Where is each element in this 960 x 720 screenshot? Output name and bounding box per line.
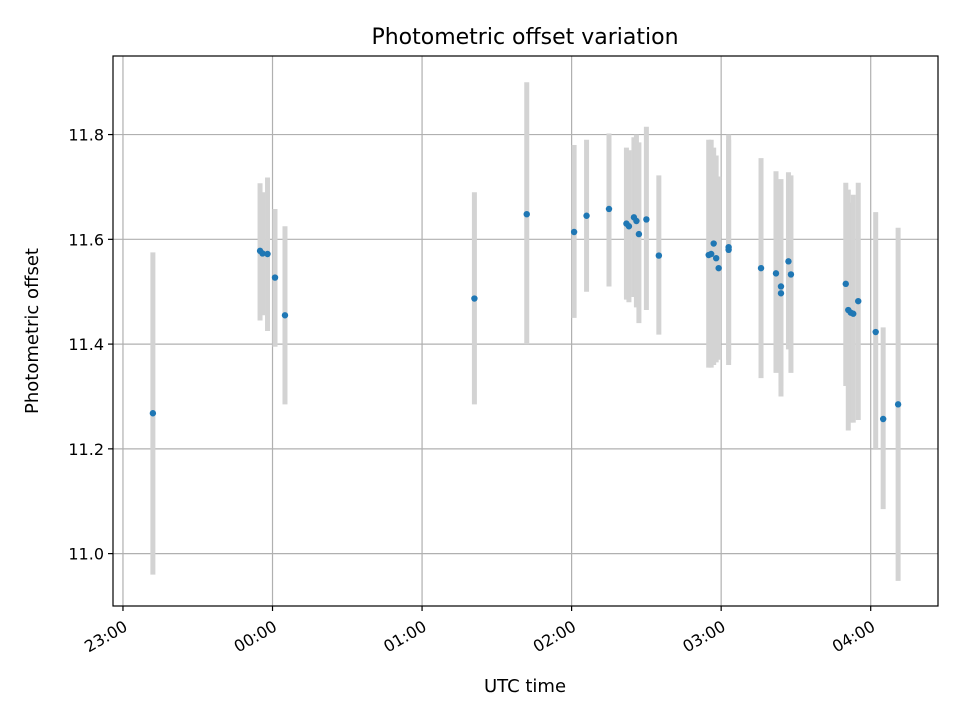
- data-point: [264, 250, 271, 258]
- data-point: [643, 216, 650, 223]
- data-point: [855, 297, 862, 305]
- data-point: [625, 223, 633, 230]
- data-point: [281, 312, 289, 319]
- data-point: [772, 270, 780, 277]
- data-point: [710, 240, 717, 247]
- y-tick-label: 11.8: [68, 126, 104, 145]
- y-tick-label: 11.0: [68, 545, 104, 564]
- data-point: [850, 310, 857, 317]
- data-point: [712, 254, 720, 262]
- x-axis-label: UTC time: [484, 676, 566, 697]
- data-point: [633, 217, 640, 225]
- data-point: [777, 283, 785, 290]
- plot-frame: [112, 55, 939, 607]
- data-point: [777, 290, 785, 297]
- data-point: [635, 230, 643, 238]
- data-point: [842, 280, 849, 288]
- data-point: [583, 212, 590, 219]
- data-point: [570, 228, 578, 236]
- y-axis-label: Photometric offset: [22, 248, 43, 414]
- data-point: [725, 246, 732, 254]
- data-point: [879, 415, 887, 423]
- data-point: [715, 264, 722, 272]
- data-points: [149, 205, 902, 423]
- data-point: [787, 271, 795, 278]
- y-tick-label: 11.2: [68, 440, 104, 459]
- data-point: [785, 258, 792, 265]
- data-point: [271, 274, 279, 281]
- data-point: [894, 401, 902, 408]
- y-tick-label: 11.4: [68, 335, 104, 354]
- data-point: [655, 252, 663, 259]
- data-point: [757, 264, 765, 272]
- data-point: [149, 410, 157, 417]
- data-point: [523, 210, 530, 218]
- data-point: [259, 250, 266, 257]
- data-point: [707, 250, 715, 258]
- y-tick-label: 11.6: [68, 230, 104, 249]
- data-point: [605, 205, 613, 213]
- data-point: [872, 328, 879, 336]
- data-point: [471, 295, 478, 302]
- chart-title: Photometric offset variation: [371, 25, 678, 50]
